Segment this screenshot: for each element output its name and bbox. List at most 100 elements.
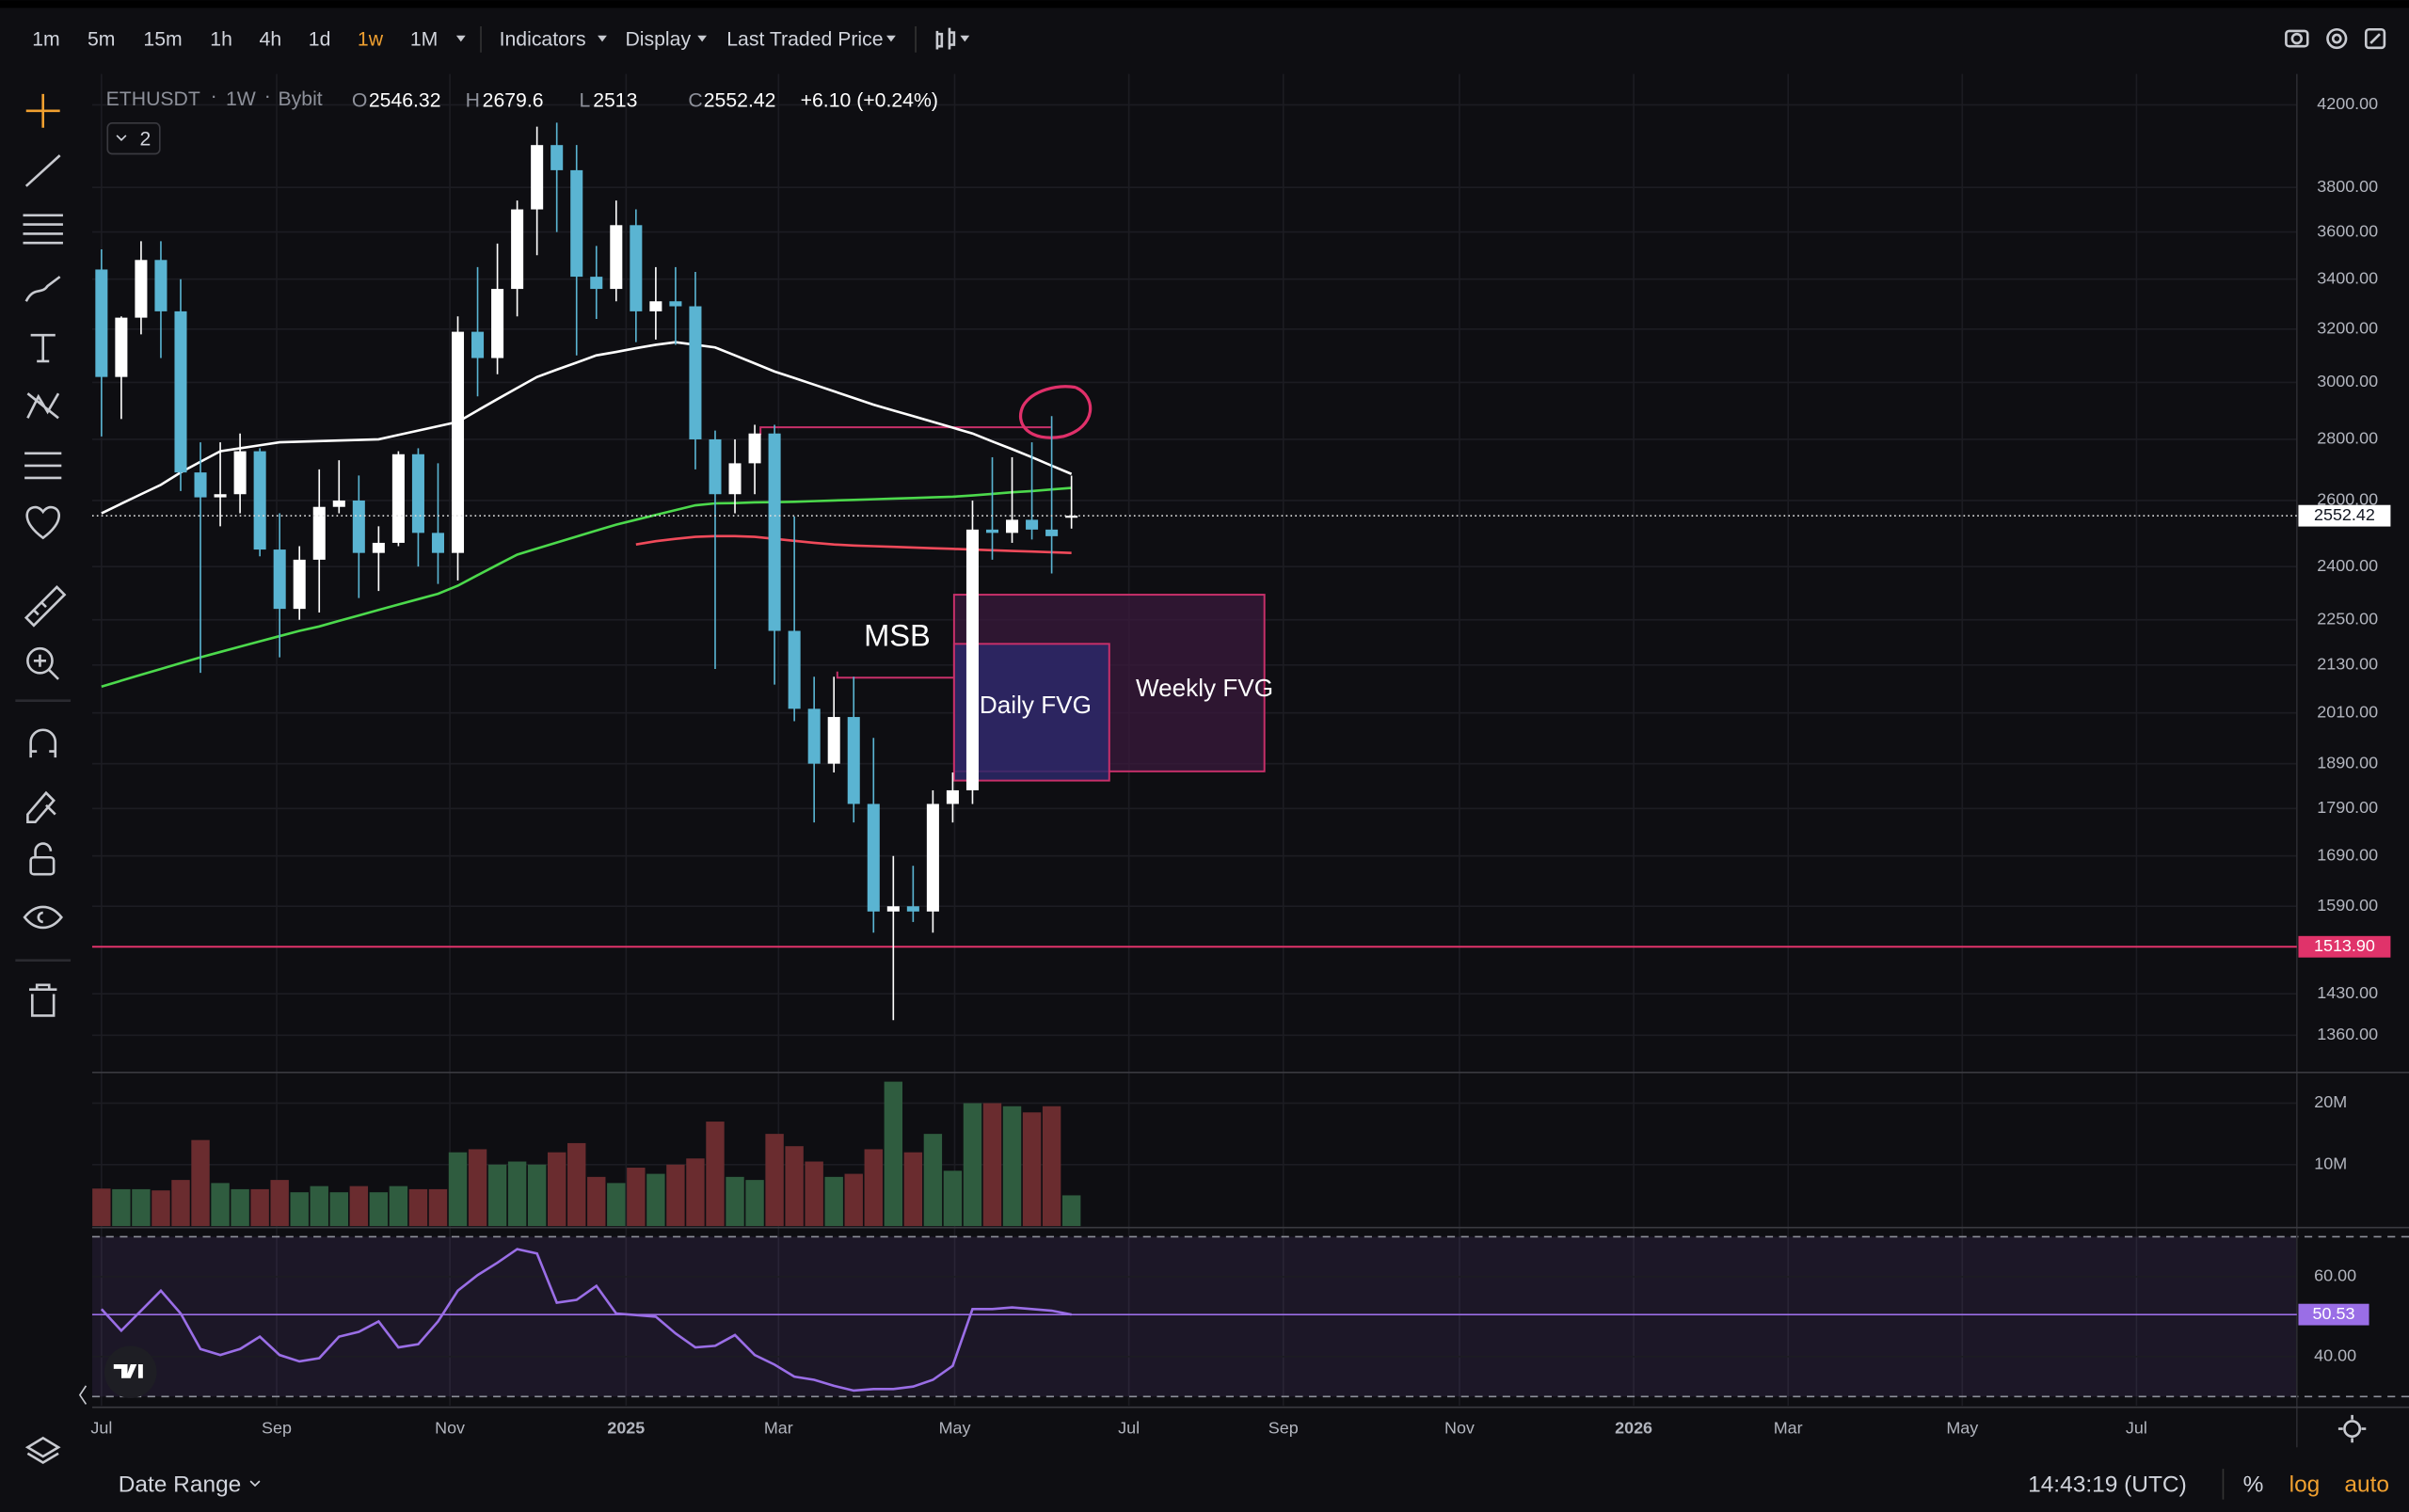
x-tick-label: 2025	[607, 1418, 645, 1437]
menu-display[interactable]: Display	[625, 28, 691, 50]
fib-tool[interactable]	[23, 214, 63, 245]
object-tree-button[interactable]	[24, 1436, 61, 1465]
prediction-tool[interactable]	[24, 452, 62, 480]
measure-tool[interactable]	[24, 585, 67, 628]
candle-body	[372, 542, 385, 553]
volume-bar	[864, 1149, 883, 1227]
volume-bar	[527, 1164, 547, 1227]
auto-toggle[interactable]: auto	[2344, 1472, 2389, 1497]
symbol[interactable]: ETHUSDT	[106, 88, 200, 110]
dropdown-caret[interactable]	[697, 35, 708, 42]
candle-body	[689, 306, 702, 439]
open-value: 2546.32	[369, 90, 441, 112]
axis-settings-button[interactable]	[2337, 1414, 2367, 1443]
level-label: 1513.90	[2314, 936, 2375, 955]
candle-body	[590, 277, 603, 290]
volume-bar	[112, 1188, 131, 1227]
dropdown-caret[interactable]	[455, 35, 466, 42]
candle-body	[1006, 519, 1019, 533]
delete-tool[interactable]	[29, 983, 57, 1017]
volume-bar	[329, 1192, 348, 1227]
daily-fvg-box[interactable]	[952, 643, 1110, 782]
volume-bar	[726, 1176, 744, 1227]
candle-body	[332, 500, 345, 507]
volume-bar	[1002, 1106, 1022, 1227]
candle-body	[491, 289, 504, 358]
interval-button[interactable]: 1d	[309, 28, 331, 50]
x-tick-label: May	[939, 1418, 971, 1437]
x-tick-label: 2026	[1615, 1418, 1652, 1437]
y-tick-label: 1890.00	[2317, 753, 2378, 772]
volume-bar	[884, 1081, 903, 1227]
candle-body	[748, 433, 761, 464]
favorites-tool[interactable]	[25, 505, 60, 540]
lock-tool[interactable]	[29, 842, 56, 876]
percent-toggle[interactable]: %	[2243, 1472, 2264, 1497]
interval-button[interactable]: 4h	[260, 28, 282, 50]
y-tick-label: 3800.00	[2317, 177, 2378, 196]
y-tick-label: 4200.00	[2317, 94, 2378, 113]
interval-button-active[interactable]: 1w	[358, 28, 384, 50]
candle-body	[649, 301, 662, 311]
msb-line[interactable]	[836, 671, 954, 679]
candle-body	[194, 472, 207, 498]
volume-bar	[428, 1188, 448, 1227]
volume-bar	[646, 1173, 665, 1227]
volume-bar	[171, 1180, 190, 1227]
settings-button[interactable]	[2326, 27, 2348, 50]
dropdown-caret[interactable]	[886, 35, 896, 42]
magnet-tool[interactable]	[29, 728, 57, 758]
volume-bar	[152, 1190, 170, 1227]
high-value: 2679.6	[483, 90, 544, 112]
screenshot-button[interactable]	[2285, 29, 2309, 48]
collapsed-count[interactable]: 2	[140, 128, 152, 150]
trendline-tool[interactable]	[24, 154, 61, 187]
chart-type-button[interactable]	[935, 27, 956, 50]
brush-tool[interactable]	[24, 276, 61, 302]
candle-body	[709, 438, 722, 495]
collapse-caret[interactable]	[116, 135, 127, 141]
candle-body	[570, 169, 583, 278]
change: +6.10 (+0.24%)	[801, 90, 938, 112]
pattern-tool[interactable]	[26, 392, 60, 420]
interval-button[interactable]: 1h	[210, 28, 232, 50]
candle-body	[906, 906, 919, 912]
menu-price-source[interactable]: Last Traded Price	[726, 28, 883, 50]
interval-button[interactable]: 1M	[410, 28, 438, 50]
collapse-left-button[interactable]	[78, 1385, 88, 1405]
volume-bar	[408, 1188, 428, 1227]
volume-bar	[1061, 1195, 1081, 1227]
interval-button[interactable]: 5m	[88, 28, 115, 50]
y-tick-label: 1690.00	[2317, 845, 2378, 864]
log-toggle[interactable]: log	[2289, 1472, 2321, 1497]
interval: 1W	[226, 88, 256, 110]
date-range-button[interactable]: Date Range	[119, 1472, 242, 1497]
dropdown-caret[interactable]	[598, 35, 607, 42]
candle-body	[669, 301, 682, 307]
text-tool[interactable]	[30, 333, 56, 363]
volume-bar	[310, 1186, 328, 1227]
dropdown-caret[interactable]	[960, 35, 970, 42]
volume-tick-label: 20M	[2314, 1092, 2347, 1111]
lock-draw-tool[interactable]	[26, 790, 56, 824]
msb-label: MSB	[864, 617, 931, 652]
footer: Date Range 14:43:19 (UTC) % log auto	[119, 1469, 2389, 1500]
interval-button[interactable]: 1m	[32, 28, 59, 50]
interval-button[interactable]: 15m	[143, 28, 182, 50]
x-tick-label: Sep	[262, 1418, 292, 1437]
volume-bar	[211, 1183, 230, 1227]
hide-tool[interactable]	[23, 905, 63, 930]
volume-bar	[1022, 1112, 1042, 1227]
volume-bar	[468, 1149, 487, 1227]
candle-body	[135, 260, 148, 318]
zoom-tool[interactable]	[26, 646, 59, 680]
collapse-button[interactable]	[106, 122, 161, 155]
fullscreen-button[interactable]	[2364, 27, 2386, 50]
dropdown-caret[interactable]	[249, 1480, 261, 1488]
circle-mark[interactable]	[1018, 385, 1093, 439]
menu-indicators[interactable]: Indicators	[500, 28, 586, 50]
crosshair-tool[interactable]	[25, 93, 60, 128]
candle-body	[946, 789, 959, 804]
plot: 2552.42 1513.90 50.53	[91, 122, 2391, 1393]
rsi-tag	[2298, 1303, 2369, 1326]
